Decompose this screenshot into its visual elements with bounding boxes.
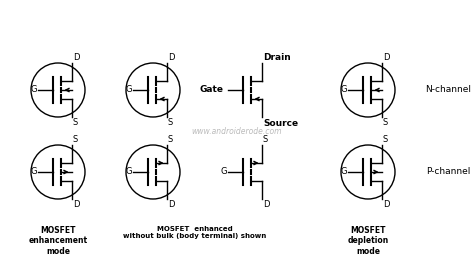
Text: D: D xyxy=(263,200,270,209)
Text: G: G xyxy=(220,167,227,176)
Text: S: S xyxy=(383,118,388,127)
Text: D: D xyxy=(168,200,174,209)
Text: Source: Source xyxy=(263,119,298,128)
Text: N-channel: N-channel xyxy=(425,85,471,95)
Text: D: D xyxy=(383,53,390,62)
Text: S: S xyxy=(263,135,268,144)
Text: S: S xyxy=(73,135,78,144)
Text: S: S xyxy=(383,135,388,144)
Text: S: S xyxy=(168,118,173,127)
Text: G: G xyxy=(30,85,37,95)
Text: S: S xyxy=(73,118,78,127)
Text: MOSFET
enhancement
mode: MOSFET enhancement mode xyxy=(28,226,88,256)
Text: D: D xyxy=(168,53,174,62)
Text: D: D xyxy=(73,200,80,209)
Text: Drain: Drain xyxy=(263,53,291,62)
Text: MOSFET  enhanced
without bulk (body terminal) shown: MOSFET enhanced without bulk (body termi… xyxy=(123,226,266,239)
Text: G: G xyxy=(126,85,132,95)
Text: G: G xyxy=(30,167,37,176)
Text: Gate: Gate xyxy=(200,85,224,94)
Text: MOSFET
depletion
mode: MOSFET depletion mode xyxy=(347,226,389,256)
Text: G: G xyxy=(340,85,347,95)
Text: G: G xyxy=(340,167,347,176)
Text: S: S xyxy=(168,135,173,144)
Text: D: D xyxy=(73,53,80,62)
Text: D: D xyxy=(383,200,390,209)
Text: G: G xyxy=(126,167,132,176)
Text: P-channel: P-channel xyxy=(427,167,471,176)
Text: www.androiderode.com: www.androiderode.com xyxy=(192,127,282,137)
